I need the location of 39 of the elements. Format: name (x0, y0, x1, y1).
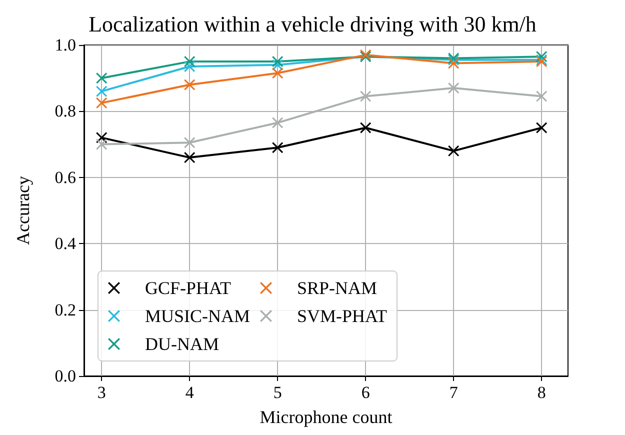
point (536, 122, 548, 134)
legend-label: MUSIC-NAM (145, 306, 250, 326)
x-tick-label: 8 (537, 383, 546, 402)
point (272, 56, 284, 68)
point (184, 79, 196, 90)
x-tick-label: 5 (273, 383, 282, 402)
point (272, 68, 284, 79)
y-tick-label: 1.0 (54, 36, 76, 54)
y-tick-label: 0.0 (54, 366, 76, 386)
point (448, 145, 460, 156)
x-tick-label: 4 (185, 383, 194, 402)
point (184, 137, 196, 148)
point (272, 117, 284, 128)
point (96, 97, 108, 108)
point (360, 90, 372, 102)
point (96, 138, 108, 150)
y-tick-label: 0.6 (54, 168, 76, 187)
legend-label: DU-NAM (145, 334, 219, 354)
x-axis-title: Microphone count (260, 407, 392, 427)
legend-label: SVM-PHAT (297, 306, 388, 326)
legend-label: SRP-NAM (297, 278, 378, 298)
x-tick-label: 3 (97, 383, 106, 402)
chart-title: Localization within a vehicle driving with 30 km/h (88, 12, 536, 36)
point (184, 56, 196, 68)
point (96, 86, 108, 97)
y-tick-label: 0.2 (54, 300, 76, 320)
y-tick-label: 0.4 (54, 234, 76, 254)
legend-label: GCF-PHAT (145, 278, 232, 298)
y-axis-title: Accuracy (13, 176, 33, 245)
x-tick-label: 7 (449, 383, 458, 402)
point (536, 90, 548, 102)
point (272, 142, 284, 154)
y-tick-label: 0.8 (54, 102, 76, 121)
x-tick-label: 6 (361, 383, 370, 402)
point (360, 122, 372, 134)
point (448, 82, 460, 94)
point (96, 72, 108, 84)
point (184, 152, 196, 164)
point (448, 58, 460, 69)
